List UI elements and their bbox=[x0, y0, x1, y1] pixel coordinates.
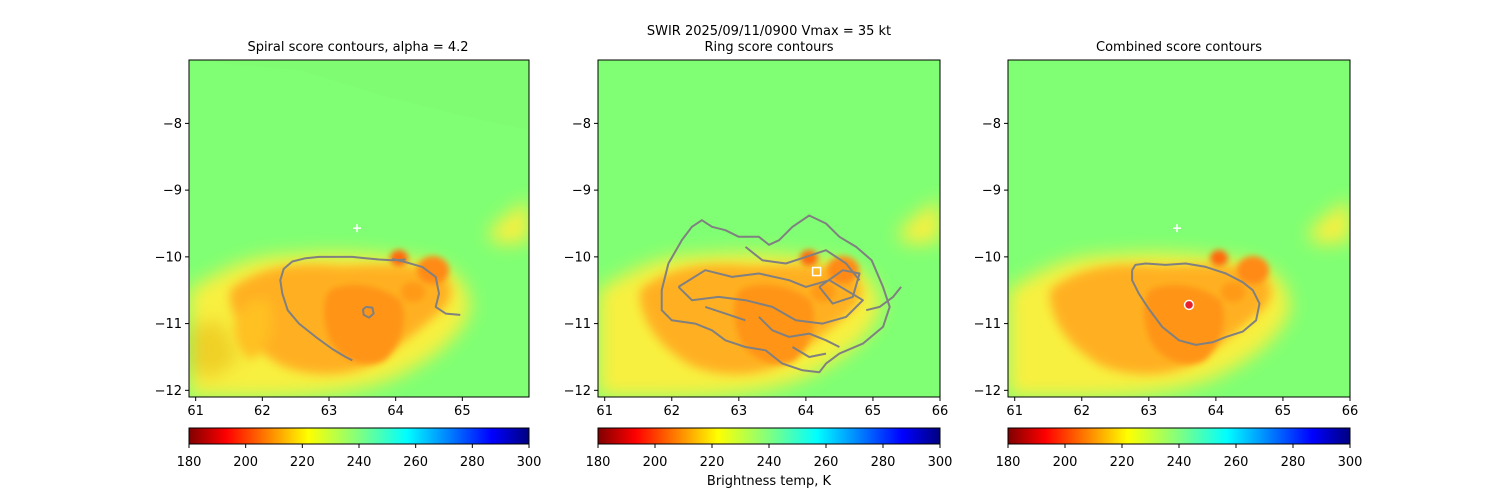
score-contour-line bbox=[865, 286, 902, 312]
x-tick-label: 61 bbox=[1006, 404, 1023, 419]
colorbar-tick-label: 260 bbox=[814, 455, 839, 470]
colorbar-tick-label: 260 bbox=[1224, 455, 1249, 470]
colorbar-tick-label: 240 bbox=[347, 455, 372, 470]
y-tick-label: −8 bbox=[982, 117, 1001, 132]
panel-spiral-colorbar: 180 200 220 240 260 280 300 bbox=[177, 427, 542, 470]
panel-spiral-score-contours bbox=[279, 255, 461, 362]
y-tick-label: −12 bbox=[155, 384, 182, 399]
y-tick-label: −8 bbox=[163, 117, 182, 132]
x-tick-label: 64 bbox=[1208, 404, 1225, 419]
colorbar-tick-label: 220 bbox=[700, 455, 725, 470]
panel-spiral-title: Spiral score contours, alpha = 4.2 bbox=[247, 40, 468, 55]
x-tick-label: 64 bbox=[387, 404, 404, 419]
panel-combined: Combined score contours 61 62 63 64 65 66 −8 −9… bbox=[974, 40, 1363, 470]
x-tick-label: 66 bbox=[932, 404, 949, 419]
colorbar-tick-label: 180 bbox=[177, 455, 202, 470]
x-tick-label: 61 bbox=[596, 404, 613, 419]
colorbar-tick-label: 280 bbox=[871, 455, 896, 470]
colorbar-tick-label: 300 bbox=[517, 455, 542, 470]
colorbar-tick-label: 280 bbox=[460, 455, 485, 470]
x-tick-label: 61 bbox=[187, 404, 204, 419]
score-contour-line bbox=[1131, 262, 1261, 346]
y-tick-label: −12 bbox=[564, 384, 591, 399]
y-tick-label: −11 bbox=[564, 317, 591, 332]
x-tick-label: 66 bbox=[1342, 404, 1359, 419]
y-tick-label: −9 bbox=[572, 184, 591, 199]
x-tick-label: 64 bbox=[798, 404, 815, 419]
score-contour-line bbox=[791, 346, 827, 358]
colorbar-tick-label: 300 bbox=[928, 455, 953, 470]
x-tick-label: 63 bbox=[731, 404, 748, 419]
panel-spiral: Spiral score contours, alpha = 4.2 bbox=[155, 40, 542, 470]
ring-center-marker bbox=[811, 266, 822, 277]
colorbar-tick-label: 280 bbox=[1281, 455, 1306, 470]
colorbar-tick-label: 200 bbox=[1053, 455, 1078, 470]
colorbar-tick-label: 200 bbox=[233, 455, 258, 470]
x-tick-label: 65 bbox=[1275, 404, 1292, 419]
y-tick-label: −9 bbox=[982, 184, 1001, 199]
panel-ring-score-contours bbox=[660, 214, 902, 374]
score-contour-line bbox=[677, 269, 864, 325]
score-contour-line bbox=[362, 305, 375, 319]
colorbar-tick-label: 220 bbox=[1110, 455, 1135, 470]
colorbar-tick-label: 260 bbox=[403, 455, 428, 470]
panel-combined-score-contours bbox=[1131, 262, 1261, 346]
panel-combined-title: Combined score contours bbox=[1096, 40, 1262, 55]
colorbar-tick-label: 200 bbox=[643, 455, 668, 470]
first-guess-center-marker bbox=[353, 224, 361, 233]
colorbar-tick-label: 240 bbox=[757, 455, 782, 470]
y-tick-label: −12 bbox=[974, 384, 1001, 399]
combined-center-marker bbox=[1183, 299, 1195, 311]
x-tick-label: 62 bbox=[1073, 404, 1090, 419]
colorbar-tick-label: 300 bbox=[1338, 455, 1363, 470]
score-contour-line bbox=[758, 316, 840, 348]
y-tick-label: −9 bbox=[163, 184, 182, 199]
y-tick-label: −8 bbox=[572, 117, 591, 132]
panel-ring-colorbar: 180 200 220 240 260 280 300 bbox=[586, 427, 953, 470]
y-tick-label: −10 bbox=[564, 250, 591, 265]
score-contour-line bbox=[392, 257, 461, 316]
y-tick-label: −11 bbox=[974, 317, 1001, 332]
colorbar-tick-label: 180 bbox=[996, 455, 1021, 470]
panel-spiral-image bbox=[189, 60, 529, 397]
panel-ring: Ring score contours 61 62 63 64 65 66 −8 −9 −10 −… bbox=[564, 40, 953, 489]
x-tick-label: 63 bbox=[321, 404, 338, 419]
panel-ring-title: Ring score contours bbox=[704, 40, 833, 55]
y-tick-label: −11 bbox=[155, 317, 182, 332]
score-contour-line bbox=[660, 214, 891, 374]
panel-combined-image bbox=[1008, 60, 1350, 397]
score-contour-line bbox=[744, 246, 861, 281]
panel-combined-colorbar: 180 200 220 240 260 280 300 bbox=[996, 427, 1363, 470]
x-tick-label: 63 bbox=[1141, 404, 1158, 419]
x-tick-label: 62 bbox=[663, 404, 680, 419]
score-contour-line bbox=[704, 305, 746, 322]
x-tick-label: 65 bbox=[454, 404, 471, 419]
figure-suptitle: SWIR 2025/09/11/0900 Vmax = 35 kt bbox=[647, 24, 891, 39]
score-contour-line bbox=[279, 255, 406, 362]
colorbar-label: Brightness temp, K bbox=[707, 474, 832, 489]
score-contour-line bbox=[818, 269, 861, 305]
x-tick-label: 62 bbox=[254, 404, 271, 419]
y-tick-label: −10 bbox=[974, 250, 1001, 265]
colorbar-tick-label: 240 bbox=[1167, 455, 1192, 470]
x-tick-label: 65 bbox=[865, 404, 882, 419]
panel-ring-image bbox=[598, 60, 940, 397]
colorbar-tick-label: 180 bbox=[586, 455, 611, 470]
y-tick-label: −10 bbox=[155, 250, 182, 265]
first-guess-center-marker bbox=[1172, 224, 1181, 233]
colorbar-tick-label: 220 bbox=[290, 455, 315, 470]
